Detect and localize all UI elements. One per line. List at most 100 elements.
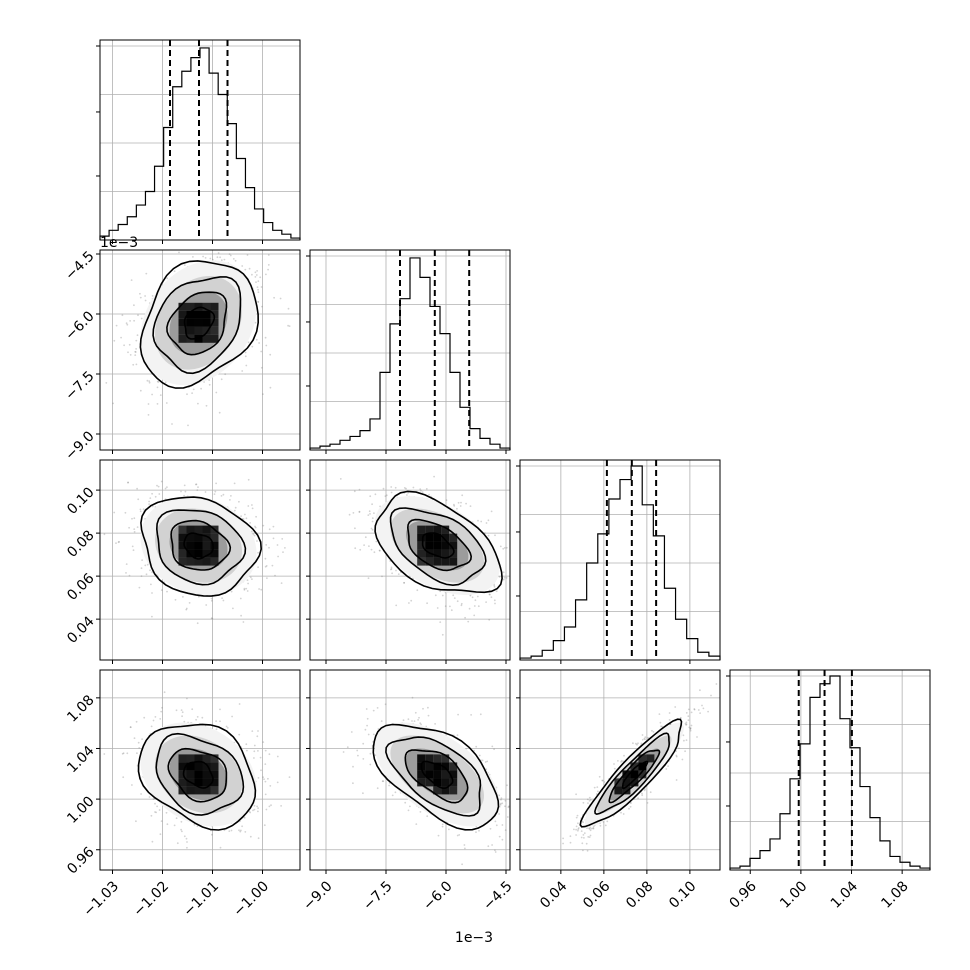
scatter-point	[701, 704, 703, 707]
scatter-point	[381, 780, 384, 783]
scatter-point	[635, 742, 637, 745]
scatter-point	[238, 829, 240, 832]
scatter-point	[689, 727, 692, 730]
density-cell	[202, 770, 211, 779]
scatter-point	[604, 824, 607, 827]
density-cell	[433, 778, 442, 787]
scatter-point	[224, 373, 227, 376]
scatter-point	[480, 520, 483, 523]
scatter-point	[406, 494, 408, 496]
scatter-frame	[99, 249, 301, 451]
scatter-point	[186, 393, 188, 396]
scatter-point	[554, 575, 556, 577]
scatter-point	[456, 734, 459, 736]
xtick-label: 0.08	[623, 878, 656, 911]
scatter-point	[569, 841, 572, 844]
scatter-point	[125, 572, 127, 574]
density-cell	[202, 549, 211, 558]
scatter-point	[244, 831, 247, 833]
density-cell	[449, 541, 458, 550]
scatter-point	[211, 833, 213, 836]
scatter-point	[382, 780, 385, 783]
scatter-point	[257, 288, 259, 291]
density-cell	[186, 762, 195, 771]
scatter-panel-2-3	[516, 669, 721, 874]
scatter-point	[587, 802, 589, 804]
scatter-point	[453, 503, 455, 506]
scatter-point	[457, 713, 459, 716]
scatter-point	[216, 256, 219, 259]
scatter-point	[363, 544, 365, 546]
scatter-point	[115, 542, 117, 544]
scatter-point	[257, 551, 259, 554]
scatter-point	[382, 487, 385, 490]
scatter-point	[375, 540, 378, 543]
density-cells	[178, 754, 219, 795]
density-cell	[210, 778, 219, 787]
scatter-point	[493, 585, 496, 588]
density-cell	[441, 754, 450, 763]
scatter-point	[643, 737, 646, 740]
scatter-point	[253, 757, 255, 759]
scatter-point	[601, 779, 604, 782]
histogram-panel-0	[96, 39, 301, 244]
scatter-point	[603, 781, 606, 783]
scatter-point	[613, 767, 616, 770]
scatter-frame	[99, 459, 301, 661]
scatter-point	[244, 268, 247, 271]
scatter-point	[150, 814, 153, 817]
scatter-point	[134, 351, 137, 353]
scatter-point	[477, 605, 480, 608]
scatter-point	[214, 490, 217, 493]
scatter-point	[129, 320, 132, 322]
scatter-point	[213, 493, 216, 495]
ytick-label: 1.04	[64, 743, 97, 776]
scatter-point	[371, 520, 374, 523]
hist-grid-3	[730, 670, 930, 870]
scatter-point	[208, 383, 211, 386]
hist-grid-2	[520, 460, 720, 660]
scatter-point	[407, 492, 409, 494]
scatter-point	[134, 354, 137, 356]
scatter-point	[154, 716, 157, 718]
scatter-point	[156, 380, 159, 383]
scatter-point	[369, 495, 372, 498]
density-cell	[425, 778, 434, 787]
scatter-point	[147, 414, 150, 416]
xtick-label: 0.04	[537, 878, 570, 911]
density-cell	[186, 533, 195, 542]
scatter-point	[502, 547, 505, 550]
scatter-point	[148, 503, 151, 505]
density-cell	[441, 786, 450, 795]
scatter-point	[260, 588, 263, 591]
scatter-point	[576, 814, 579, 817]
scatter-point	[365, 708, 368, 710]
scatter-point	[421, 491, 424, 493]
scatter-point	[262, 524, 265, 527]
scatter-point	[683, 739, 685, 742]
scatter-point	[138, 586, 141, 589]
hist-frame-0	[99, 39, 301, 241]
scatter-point	[151, 492, 154, 495]
scatter-point	[507, 805, 510, 808]
scatter-point	[411, 720, 413, 722]
scatter-point	[185, 837, 188, 840]
scatter-point	[644, 788, 646, 790]
scatter-point	[390, 568, 393, 570]
scatter-point	[641, 794, 644, 797]
scatter-point	[690, 711, 693, 714]
scatter-point	[384, 703, 387, 706]
scatter-point	[516, 575, 518, 577]
scatter-point	[384, 495, 387, 497]
scatter-point	[710, 694, 712, 697]
scatter-point	[188, 602, 191, 604]
scatter-point	[127, 481, 129, 484]
scatter-point	[410, 599, 413, 602]
scatter-point	[120, 336, 122, 339]
scatter-point	[276, 781, 279, 784]
scatter-point	[125, 563, 128, 565]
scatter-point	[133, 304, 135, 307]
xtick-label: 1.00	[777, 878, 810, 911]
scatter-point	[580, 830, 583, 832]
scatter-point	[238, 703, 241, 705]
